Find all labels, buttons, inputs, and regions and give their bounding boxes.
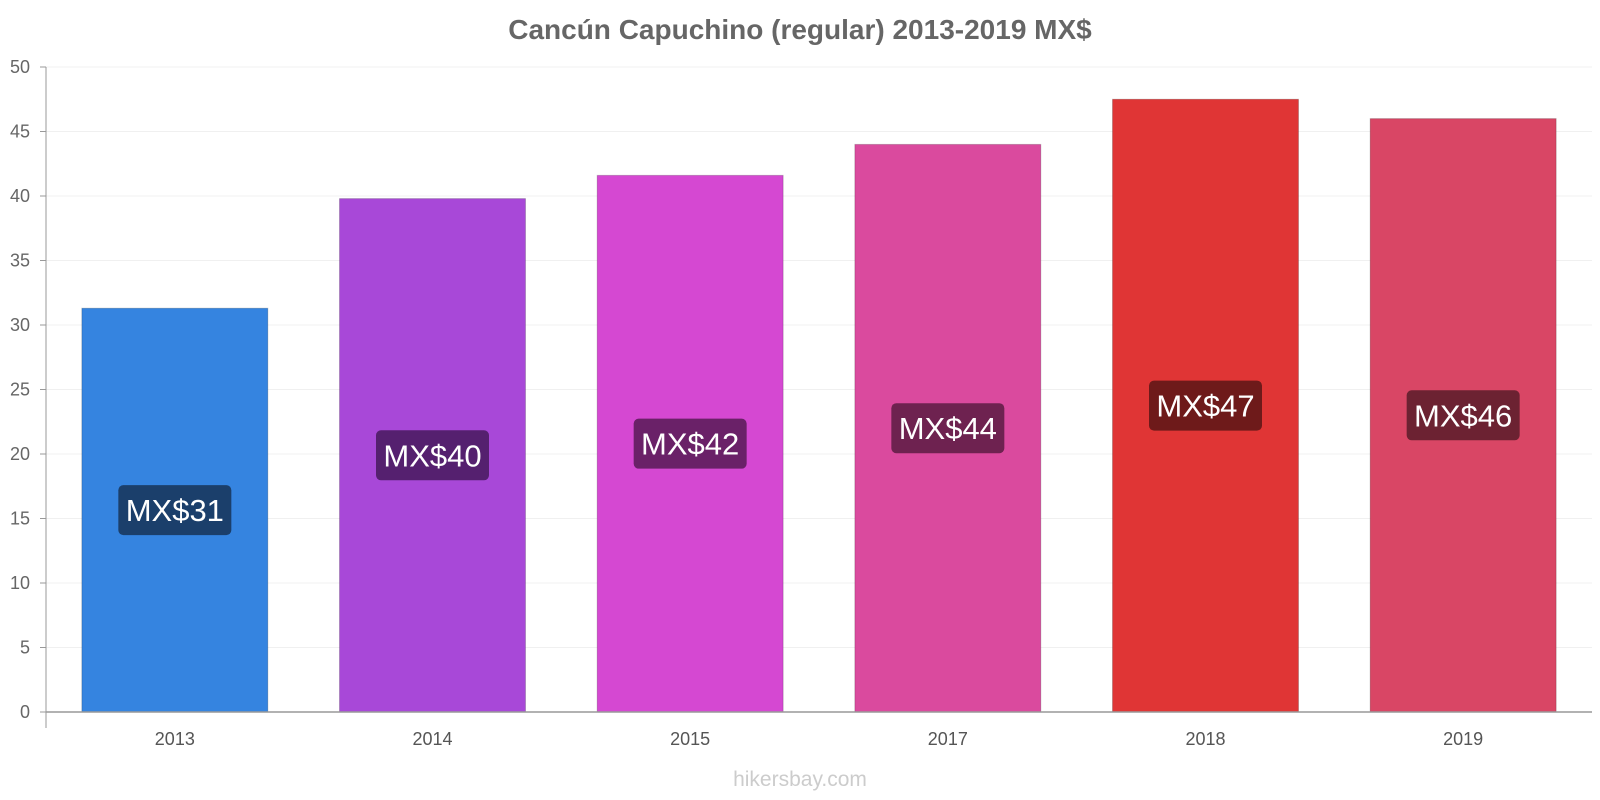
data-label: MX$47 [1156,389,1254,424]
x-tick-label: 2017 [928,729,968,749]
x-axis-ticks: 2013 2014 2015 2017 2018 2019 [155,729,1483,749]
y-tick-label: 40 [10,186,30,206]
y-axis-ticks: 0 5 10 15 20 25 30 35 40 45 50 [10,57,46,722]
y-tick-label: 50 [10,57,30,77]
y-tick-label: 25 [10,380,30,400]
data-label: MX$31 [126,493,224,528]
y-tick-label: 0 [20,702,30,722]
data-label: MX$46 [1414,398,1512,433]
data-label: MX$44 [899,411,997,446]
x-tick-label: 2018 [1185,729,1225,749]
y-tick-label: 5 [20,638,30,658]
x-tick-label: 2015 [670,729,710,749]
data-label: MX$40 [383,438,481,473]
x-tick-label: 2019 [1443,729,1483,749]
data-label-box [1149,380,1262,431]
data-label-box [118,485,232,536]
y-tick-label: 10 [10,573,30,593]
data-label-box [376,430,489,481]
y-tick-label: 20 [10,444,30,464]
grid-lines [46,66,1592,648]
chart-title: Cancún Capuchino (regular) 2013-2019 MX$ [508,14,1092,45]
x-tick-label: 2013 [155,729,195,749]
bars [81,98,1557,713]
data-labels: MX$31 MX$40 MX$42 MX$44 MX$47 MX$46 [118,380,1520,536]
y-tick-label: 45 [10,122,30,142]
data-label-box [633,418,747,469]
y-tick-label: 35 [10,251,30,271]
y-tick-label: 15 [10,509,30,529]
y-tick-label: 30 [10,315,30,335]
data-label: MX$42 [641,427,739,462]
data-label-box [1406,390,1520,441]
data-label-box [891,403,1005,454]
axes [45,67,1592,728]
x-tick-label: 2014 [412,729,452,749]
watermark-text: hikersbay.com [733,768,867,791]
